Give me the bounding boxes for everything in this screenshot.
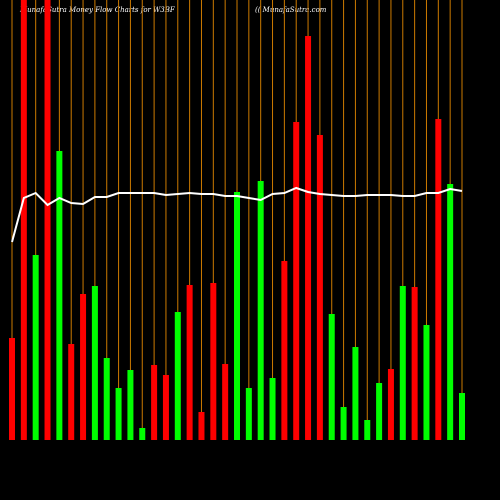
bar — [447, 184, 454, 440]
bar — [234, 192, 240, 440]
bar — [352, 347, 359, 440]
bar — [210, 283, 217, 440]
bar — [293, 122, 300, 440]
bar — [305, 36, 312, 440]
chart-subtitle: (( MunafaSutra.com — [255, 6, 327, 14]
bar — [387, 369, 394, 440]
bar — [423, 325, 430, 440]
bar — [9, 338, 15, 440]
bar — [198, 412, 205, 440]
bar — [127, 370, 134, 440]
bar — [257, 181, 264, 440]
bar — [459, 393, 465, 440]
bar — [44, 0, 51, 440]
bar — [316, 135, 323, 440]
bar — [399, 286, 406, 440]
bar — [245, 388, 252, 440]
bar — [115, 388, 122, 440]
bar — [435, 119, 442, 440]
bar — [32, 255, 39, 440]
bar — [139, 428, 146, 440]
bar — [186, 285, 193, 440]
bar — [68, 344, 75, 440]
bar — [56, 151, 63, 440]
bar — [151, 365, 158, 440]
bar — [328, 314, 335, 440]
bar — [411, 287, 418, 440]
bar — [340, 407, 347, 440]
bar — [376, 383, 383, 440]
bar — [91, 286, 98, 440]
bar — [269, 378, 276, 440]
bar — [80, 294, 87, 440]
chart-title: MunafaSutra Money Flow Charts for W3BF — [19, 6, 176, 14]
money-flow-line — [11, 186, 463, 243]
bar — [281, 261, 288, 440]
bar — [364, 420, 371, 440]
bar — [222, 364, 229, 440]
bar — [162, 375, 169, 440]
bar — [103, 358, 110, 440]
bar — [174, 312, 181, 440]
bar — [20, 0, 27, 440]
